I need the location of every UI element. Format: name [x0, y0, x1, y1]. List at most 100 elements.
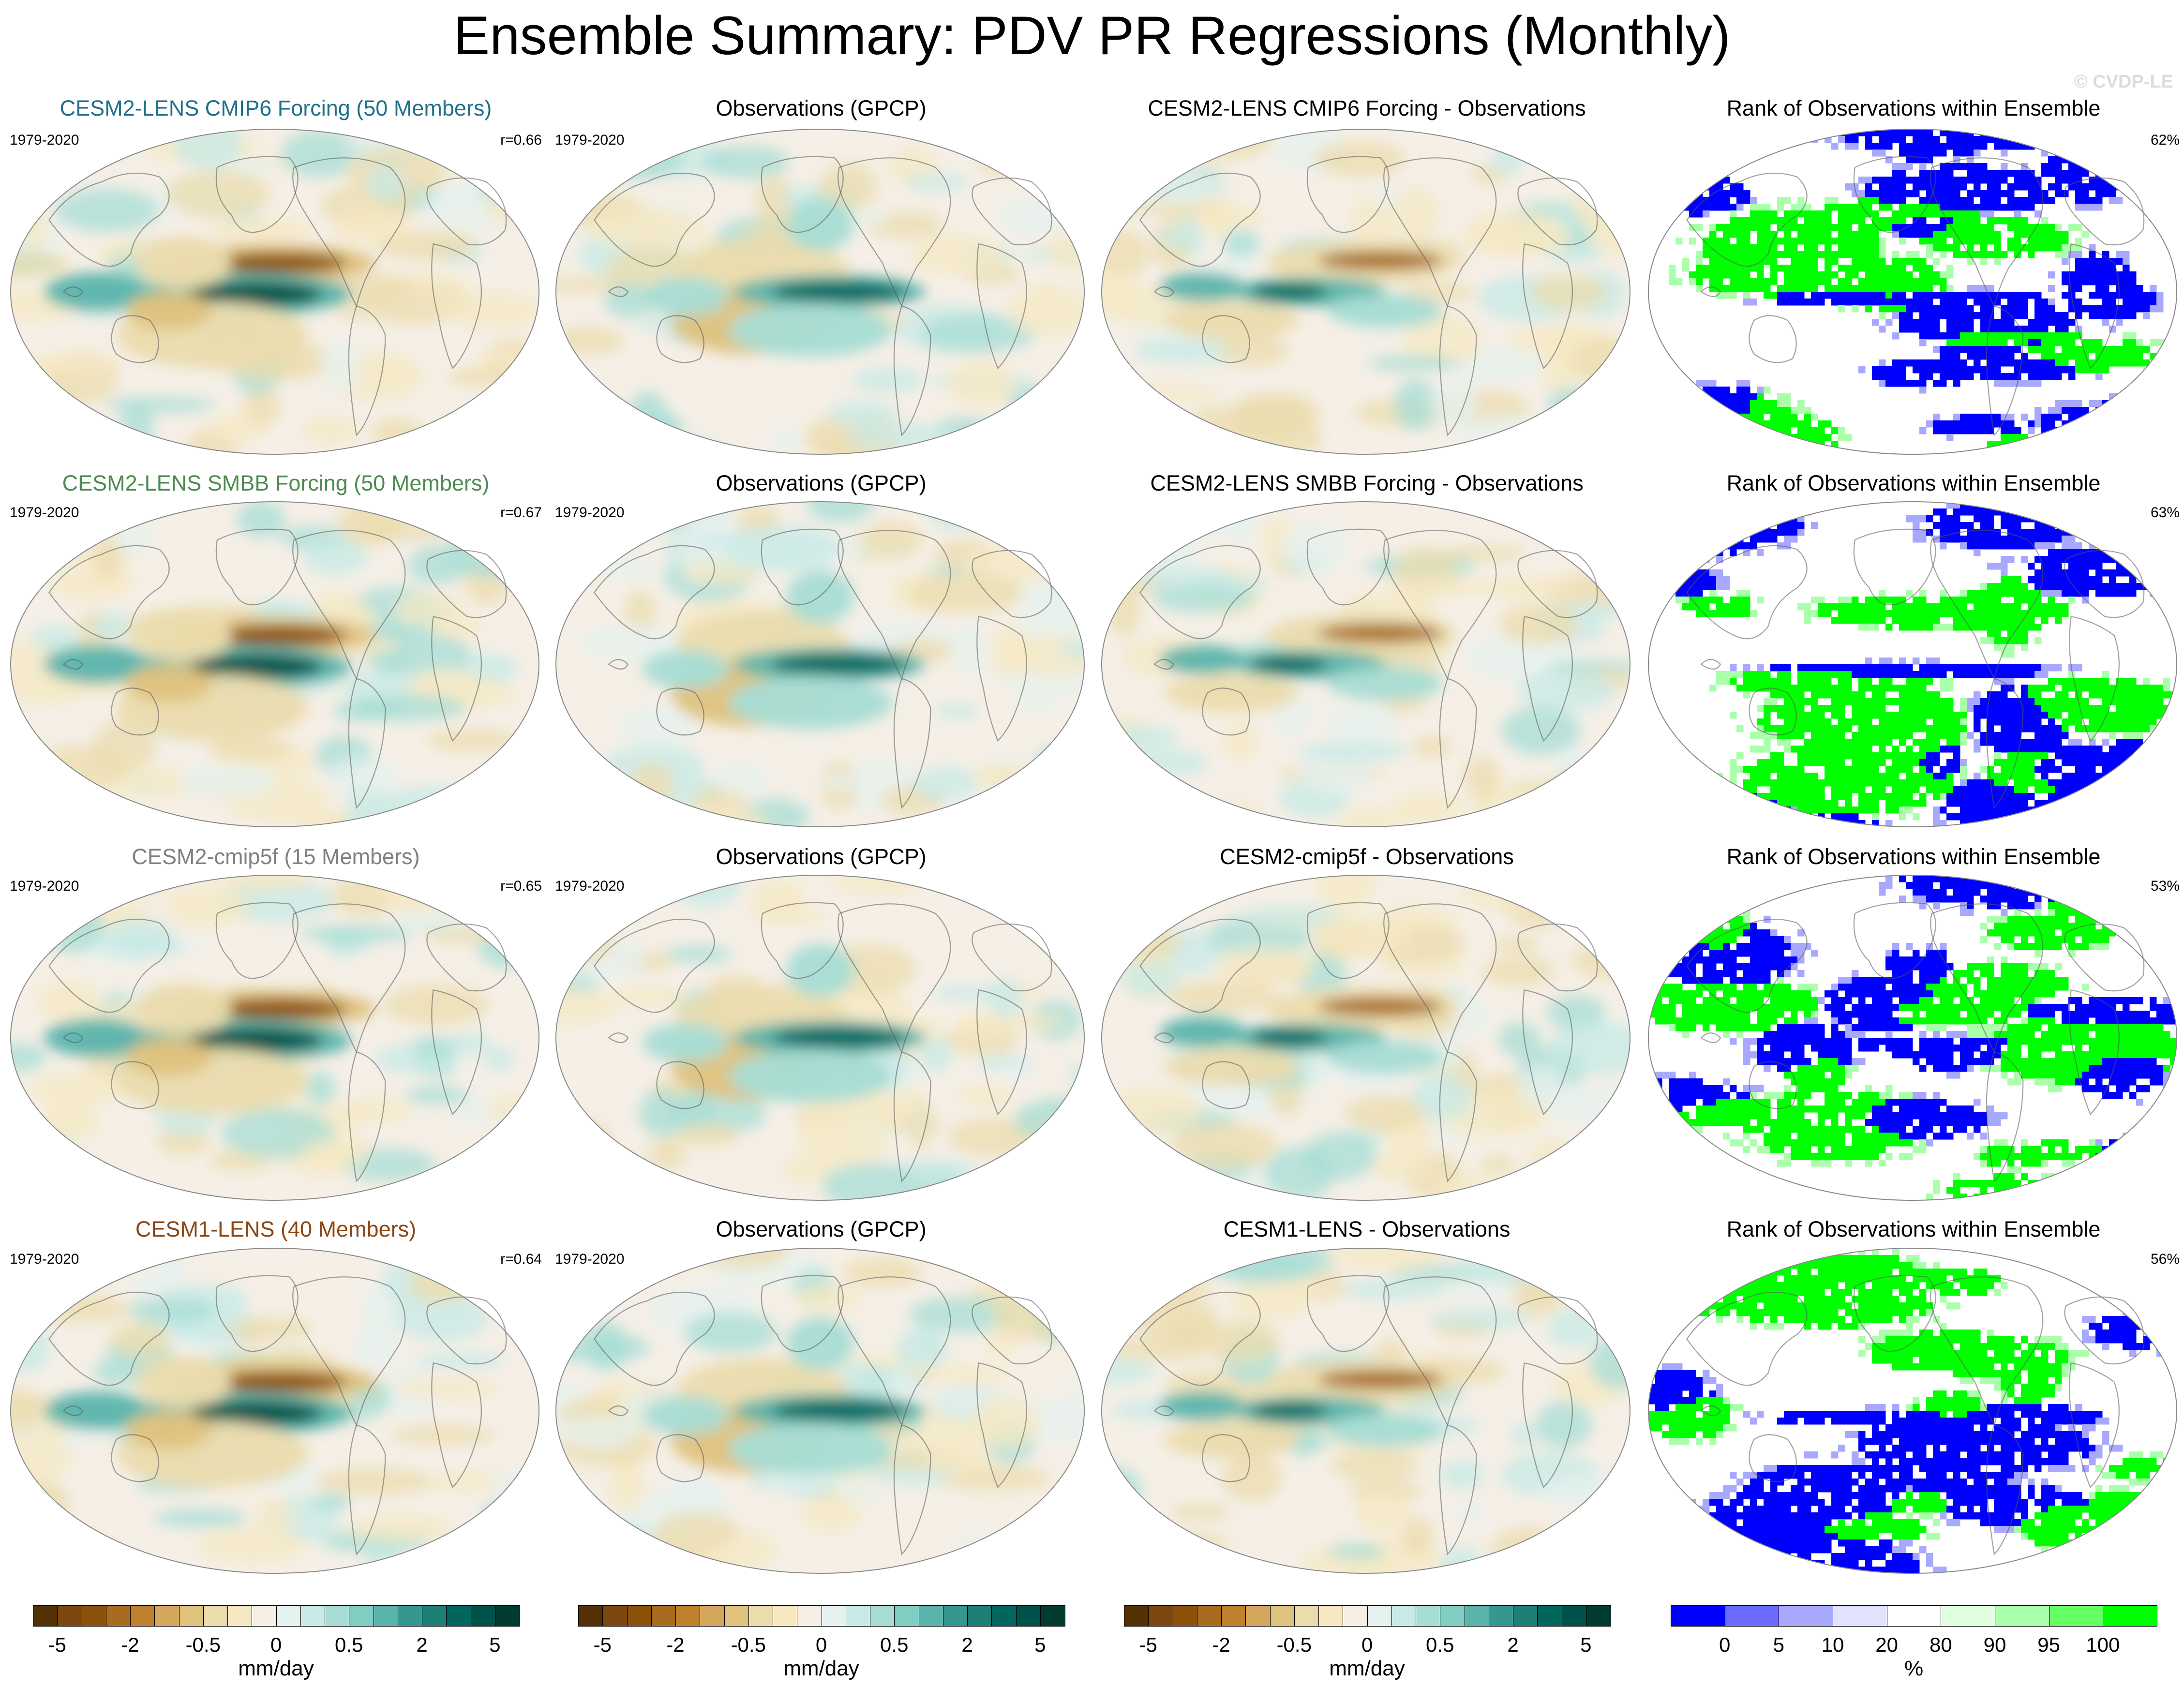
colorbar-2-swatch — [700, 1605, 725, 1627]
panel-title-r1-c3: CESM2-LENS CMIP6 Forcing - Observations — [1148, 96, 1586, 120]
colorbar-3-tick-label: 2 — [1507, 1633, 1519, 1656]
colorbar-1-swatch — [57, 1605, 82, 1627]
coastline-5 — [2064, 923, 2145, 992]
coastline-5 — [1517, 923, 1598, 992]
coastline-0 — [1686, 1291, 1808, 1386]
map-border — [1101, 501, 1631, 827]
coastline-1 — [1749, 687, 1797, 736]
coastline-7 — [1700, 1405, 1721, 1416]
main-title: Ensemble Summary: PDV PR Regressions (Mo… — [453, 5, 1731, 66]
colorbar-1-swatch — [179, 1605, 204, 1627]
coastline-0 — [48, 545, 170, 640]
coastline-3 — [1930, 157, 2044, 308]
coastline-0 — [594, 918, 715, 1013]
period-label-r1-c1: 1979-2020 — [10, 132, 79, 148]
map-r3-diff — [1101, 875, 1631, 1201]
colorbar-1-swatch — [494, 1605, 520, 1627]
colorbar-1-swatch — [105, 1605, 131, 1627]
colorbar-2-swatch — [821, 1605, 847, 1627]
map-border — [1101, 1248, 1631, 1574]
colorbar-4-tick-label: 80 — [1929, 1633, 1952, 1656]
coastline-2 — [215, 156, 299, 233]
colorbar-2-swatch — [773, 1605, 798, 1627]
colorbar-2-swatch — [675, 1605, 701, 1627]
coastline-0 — [594, 172, 715, 267]
coastline-2 — [1853, 528, 1936, 606]
coastline-3 — [1930, 1276, 2044, 1427]
colorbar-4-units: % — [1904, 1657, 1924, 1680]
map-r3-obs — [555, 875, 1085, 1201]
map-r4-obs — [555, 1248, 1085, 1574]
coastline-7 — [1700, 1032, 1721, 1043]
coastline-6 — [2069, 615, 2120, 742]
coastline-4 — [1439, 678, 1477, 809]
panel-title-r4-c4: Rank of Observations within Ensemble — [1726, 1217, 2101, 1241]
coastline-0 — [48, 918, 170, 1013]
coastline-3 — [838, 530, 951, 680]
coastline-4 — [893, 1424, 931, 1555]
map-border — [555, 1248, 1085, 1574]
coastline-3 — [292, 157, 406, 308]
colorbar-1-tick-label: 0.5 — [335, 1633, 363, 1656]
coastline-2 — [215, 528, 299, 606]
colorbar-4-swatch — [1724, 1605, 1780, 1627]
period-label-r2-c2: 1979-2020 — [555, 505, 625, 521]
coastline-1 — [1202, 1061, 1250, 1109]
map-border — [1648, 1248, 2177, 1574]
coastline-2 — [215, 902, 299, 979]
period-label-r3-c1: 1979-2020 — [10, 878, 79, 894]
coastline-3 — [292, 1276, 406, 1427]
colorbar-2-swatch — [602, 1605, 628, 1627]
period-label-r4-c1: 1979-2020 — [10, 1251, 79, 1267]
map-border — [555, 875, 1085, 1201]
map-r3-model — [10, 875, 539, 1201]
coastline-6 — [431, 989, 482, 1116]
coastline-4 — [1986, 678, 2024, 809]
coastline-3 — [1930, 903, 2044, 1054]
colorbar-3-swatch — [1488, 1605, 1514, 1627]
coastline-7 — [1153, 1405, 1175, 1416]
map-r2-rank — [1648, 501, 2177, 827]
coastline-1 — [1749, 1061, 1797, 1109]
colorbar-3-swatch — [1391, 1605, 1417, 1627]
coastline-6 — [431, 1362, 482, 1489]
coastline-5 — [972, 177, 1052, 246]
watermark: © CVDP-LE — [2074, 72, 2173, 92]
coastline-0 — [594, 1291, 715, 1386]
coastline-1 — [1202, 1434, 1250, 1482]
colorbar-2-swatch — [1016, 1605, 1041, 1627]
panel-title-r2-c1: CESM2-LENS SMBB Forcing (50 Members) — [62, 471, 490, 495]
colorbar-3-swatch — [1294, 1605, 1319, 1627]
colorbar-4-swatch — [1671, 1605, 1726, 1627]
coastline-1 — [111, 315, 159, 363]
map-r1-obs — [555, 129, 1085, 455]
panel-title-r4-c2: Observations (GPCP) — [716, 1217, 927, 1241]
coastline-1 — [1749, 1434, 1797, 1482]
map-r4-model — [10, 1248, 539, 1574]
panel-title-r2-c4: Rank of Observations within Ensemble — [1726, 471, 2101, 495]
coastline-7 — [1700, 659, 1721, 670]
colorbar-3-swatch — [1464, 1605, 1490, 1627]
map-border — [10, 501, 539, 827]
map-r1-model — [10, 129, 539, 455]
coastline-1 — [1202, 687, 1250, 736]
colorbar-4-tick-label: 10 — [1821, 1633, 1844, 1656]
coastline-3 — [292, 903, 406, 1054]
coastline-1 — [111, 1061, 159, 1109]
panel-title-r3-c2: Observations (GPCP) — [716, 844, 927, 869]
colorbar-1-swatch — [130, 1605, 155, 1627]
coastline-6 — [976, 1362, 1027, 1489]
coastline-6 — [1522, 989, 1573, 1116]
coastline-7 — [1153, 1032, 1175, 1043]
rank-percent-r4: 56% — [2150, 1251, 2180, 1267]
coastline-0 — [48, 1291, 170, 1386]
map-r2-obs — [555, 501, 1085, 827]
map-border — [1648, 129, 2177, 455]
coastline-5 — [972, 923, 1052, 992]
colorbar-1-swatch — [81, 1605, 107, 1627]
coastline-7 — [608, 286, 629, 297]
period-label-r4-c2: 1979-2020 — [555, 1251, 625, 1267]
colorbar-2-swatch — [578, 1605, 603, 1627]
coastline-5 — [426, 177, 507, 246]
map-border — [10, 129, 539, 455]
